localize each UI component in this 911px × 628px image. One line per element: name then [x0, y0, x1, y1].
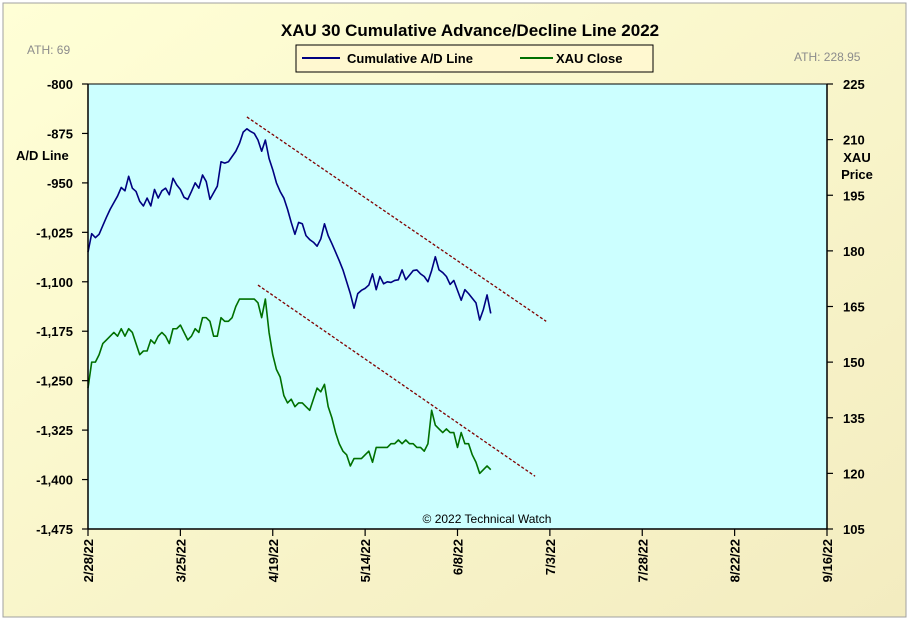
legend-box: [295, 44, 654, 73]
left-tick-label: -1,025: [36, 225, 73, 240]
right-tick-label: 195: [843, 188, 865, 203]
series-line-ad-line: [87, 128, 492, 321]
x-tick-label: 6/8/22: [451, 539, 466, 575]
trendline-2: [257, 284, 536, 477]
x-tick-label: 9/16/22: [820, 539, 835, 582]
x-tick-label: 8/22/22: [728, 539, 743, 582]
x-tick-label: 7/3/22: [543, 539, 558, 575]
x-tick-label: 2/28/22: [81, 539, 96, 582]
left-tick-label: -1,400: [36, 473, 73, 488]
left-tick-label: -1,325: [36, 423, 73, 438]
left-tick-label: -1,100: [36, 275, 73, 290]
right-tick-label: 180: [843, 244, 865, 259]
trendline-1: [246, 116, 547, 322]
copyright-label: © 2022 Technical Watch: [423, 512, 552, 526]
ath-right-label: ATH: 228.95: [794, 50, 861, 64]
left-tick-label: -800: [47, 77, 73, 92]
x-tick-label: 3/25/22: [173, 539, 188, 582]
right-tick-label: 225: [843, 77, 865, 92]
right-tick-label: 120: [843, 466, 865, 481]
left-tick-label: -950: [47, 176, 73, 191]
right-axis-label-price: Price: [841, 167, 873, 182]
left-tick-label: -1,475: [36, 522, 73, 537]
right-tick-label: 135: [843, 411, 865, 426]
axes-ticks: -800 -875 -950 -1,025 -1,100 -1,175 -1,250 -1,3…: [36, 77, 865, 582]
right-tick-label: 165: [843, 300, 865, 315]
left-tick-label: -1,250: [36, 374, 73, 389]
right-tick-label: 150: [843, 355, 865, 370]
right-tick-label: 210: [843, 133, 865, 148]
legend-label-xau-close: XAU Close: [556, 51, 622, 66]
x-tick-label: 4/19/22: [266, 539, 281, 582]
series-line-xau-close: [87, 298, 492, 475]
right-axis-label-xau: XAU: [843, 150, 870, 165]
ath-left-label: ATH: 69: [27, 43, 70, 57]
right-tick-label: 105: [843, 522, 865, 537]
left-tick-label: -1,175: [36, 324, 73, 339]
left-tick-label: -875: [47, 126, 73, 141]
trendlines: [246, 116, 547, 477]
legend-label-ad-line: Cumulative A/D Line: [347, 51, 473, 66]
legend: Cumulative A/D Line XAU Close: [295, 44, 654, 73]
chart-title: XAU 30 Cumulative Advance/Decline Line 2…: [281, 21, 659, 40]
series-group: [87, 128, 492, 475]
x-tick-label: 5/14/22: [358, 539, 373, 582]
x-tick-label: 7/28/22: [635, 539, 650, 582]
left-axis-label: A/D Line: [16, 148, 69, 163]
plot-area: [87, 83, 828, 530]
